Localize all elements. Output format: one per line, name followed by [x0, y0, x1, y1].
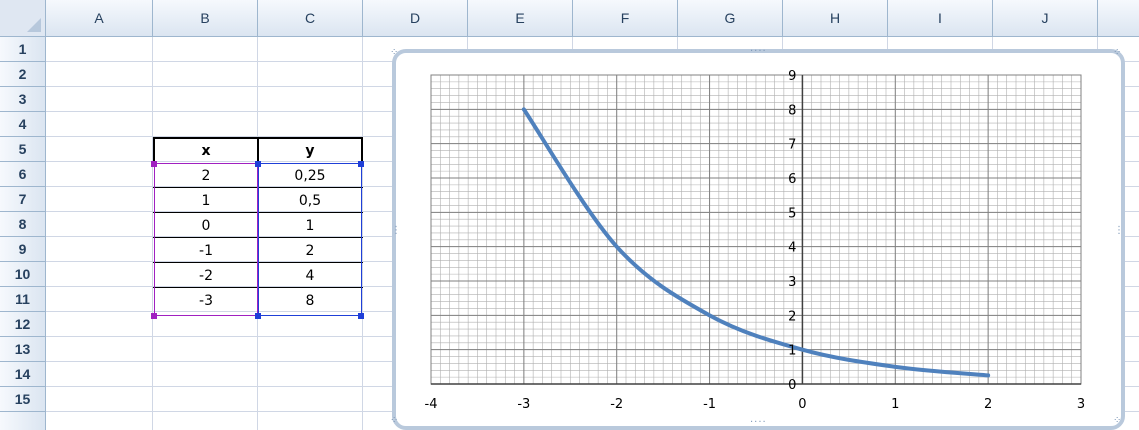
- x-tick-label: 1: [891, 397, 899, 412]
- table-border: [257, 137, 259, 164]
- row-header-7[interactable]: 7: [0, 187, 46, 212]
- cell-b7[interactable]: 1: [201, 193, 211, 209]
- row-header-10[interactable]: 10: [0, 262, 46, 287]
- column-header-c[interactable]: C: [258, 0, 363, 37]
- column-header-a[interactable]: A: [46, 0, 153, 37]
- cell-c10[interactable]: 4: [305, 268, 315, 284]
- cell-b11[interactable]: -3: [199, 293, 213, 309]
- row-header-4[interactable]: 4: [0, 112, 46, 137]
- column-header-d[interactable]: D: [363, 0, 468, 37]
- table-border: [361, 137, 363, 164]
- y-tick-label: 1: [788, 344, 796, 359]
- row-header-6[interactable]: 6: [0, 162, 46, 187]
- row-header-5[interactable]: 5: [0, 137, 46, 162]
- cell-c7[interactable]: 0,5: [298, 193, 322, 209]
- resize-handle-corner-icon[interactable]: ⁘: [1113, 47, 1123, 58]
- cell-b8[interactable]: 0: [201, 218, 211, 234]
- axes: [430, 74, 1082, 385]
- resize-handle-bottom-icon[interactable]: ····: [750, 417, 767, 428]
- resize-handle-top-icon[interactable]: ····: [750, 46, 767, 57]
- table-border: [153, 137, 155, 164]
- cell-c5[interactable]: y: [305, 143, 315, 159]
- resize-handle-right-icon[interactable]: ⋮: [1114, 225, 1125, 236]
- y-tick-label: 0: [788, 378, 796, 393]
- selection-handle[interactable]: [151, 161, 157, 167]
- row-header-2[interactable]: 2: [0, 62, 46, 87]
- row-header-14[interactable]: 14: [0, 362, 46, 387]
- select-all-triangle-icon: [27, 18, 41, 32]
- column-header-g[interactable]: G: [678, 0, 783, 37]
- y-tick-label: 7: [788, 138, 796, 153]
- y-range-highlight: [258, 163, 362, 316]
- selection-handle[interactable]: [151, 313, 157, 319]
- y-tick-label: 2: [788, 309, 796, 324]
- y-tick-label: 5: [788, 206, 796, 221]
- select-all-corner[interactable]: [0, 0, 46, 37]
- y-tick-label: 8: [788, 103, 796, 118]
- x-tick-labels: -4 -3 -2 -1 0 1 2 3: [425, 397, 1086, 412]
- cell-c9[interactable]: 2: [305, 243, 315, 259]
- y-tick-label: 9: [788, 69, 796, 84]
- selection-handle[interactable]: [255, 161, 261, 167]
- x-tick-label: -4: [425, 397, 438, 412]
- row-header-3[interactable]: 3: [0, 87, 46, 112]
- gridline: [362, 37, 363, 430]
- column-header-f[interactable]: F: [573, 0, 678, 37]
- x-tick-label: -1: [703, 397, 716, 412]
- y-tick-labels: 0 1 2 3 4 5 6 7 8 9: [788, 69, 796, 393]
- cell-c11[interactable]: 8: [305, 293, 315, 309]
- gridline: [152, 37, 153, 430]
- column-header-h[interactable]: H: [783, 0, 888, 37]
- row-header-15[interactable]: 15: [0, 387, 46, 412]
- resize-handle-corner-icon[interactable]: ⁘: [1113, 415, 1123, 426]
- column-header-i[interactable]: I: [888, 0, 993, 37]
- resize-handle-left-icon[interactable]: ⋮: [391, 225, 402, 236]
- row-header-12[interactable]: 12: [0, 312, 46, 337]
- cell-b10[interactable]: -2: [199, 268, 213, 284]
- selection-handle[interactable]: [358, 161, 364, 167]
- cell-c6[interactable]: 0,25: [294, 168, 326, 184]
- chart-canvas: -4 -3 -2 -1 0 1 2 3 0 1 2 3 4 5 6 7 8 9: [425, 69, 1086, 412]
- series-line: [521, 107, 991, 378]
- row-header-11[interactable]: 11: [0, 287, 46, 312]
- x-range-highlight: [154, 163, 258, 316]
- resize-handle-corner-icon[interactable]: ⁘: [390, 415, 400, 426]
- x-tick-label: 3: [1077, 397, 1085, 412]
- row-header-16[interactable]: [0, 412, 46, 430]
- row-header-9[interactable]: 9: [0, 237, 46, 262]
- column-header-next[interactable]: [1098, 0, 1139, 37]
- cell-b6[interactable]: 2: [201, 168, 211, 184]
- selection-handle[interactable]: [255, 313, 261, 319]
- y-tick-label: 3: [788, 275, 796, 290]
- x-tick-label: -2: [610, 397, 623, 412]
- column-header-j[interactable]: J: [993, 0, 1098, 37]
- row-header-13[interactable]: 13: [0, 337, 46, 362]
- cell-c8[interactable]: 1: [305, 218, 315, 234]
- y-tick-label: 4: [788, 241, 796, 256]
- cell-b5[interactable]: x: [201, 143, 211, 159]
- column-header-b[interactable]: B: [153, 0, 258, 37]
- cell-b9[interactable]: -1: [199, 243, 213, 259]
- x-tick-label: 0: [798, 397, 806, 412]
- series-group: [521, 107, 991, 378]
- y-tick-label: 6: [788, 172, 796, 187]
- selection-handle[interactable]: [358, 313, 364, 319]
- row-header-1[interactable]: 1: [0, 37, 46, 62]
- resize-handle-corner-icon[interactable]: ⁘: [390, 47, 400, 58]
- x-tick-label: -3: [517, 397, 530, 412]
- column-header-e[interactable]: E: [468, 0, 573, 37]
- row-header-8[interactable]: 8: [0, 212, 46, 237]
- x-tick-label: 2: [984, 397, 992, 412]
